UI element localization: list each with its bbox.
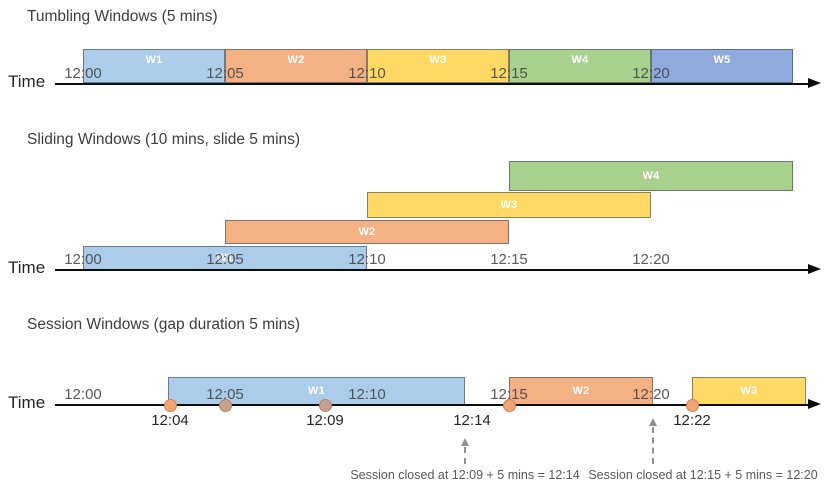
- window-label: W4: [571, 54, 589, 66]
- callout-up-arrow-icon: [648, 418, 657, 426]
- tick-label: 12:05: [206, 65, 244, 82]
- callout-up-arrow-icon: [460, 438, 469, 446]
- window-label: W1: [216, 252, 234, 264]
- time-axis-label: Time: [8, 72, 46, 91]
- window-box-tumbling-w4: W4: [509, 49, 651, 83]
- section-title-tumbling: Tumbling Windows (5 mins): [27, 8, 218, 25]
- event-dot: [502, 398, 516, 412]
- section-title-sliding: Sliding Windows (10 mins, slide 5 mins): [27, 131, 301, 148]
- window-box-tumbling-w5: W5: [651, 49, 793, 83]
- tick-label: 12:10: [348, 65, 386, 82]
- window-box-session-w1: W1: [168, 377, 465, 405]
- event-time-label: 12:14: [453, 412, 491, 429]
- window-box-tumbling-w2: W2: [225, 49, 367, 83]
- callout-dashed-line: [464, 447, 466, 464]
- window-label: W3: [500, 199, 518, 211]
- window-label: W3: [429, 54, 447, 66]
- window-box-tumbling-w3: W3: [367, 49, 509, 83]
- event-dot: [163, 398, 177, 412]
- tick-label: 12:00: [64, 386, 102, 403]
- timeline-axis: [55, 269, 808, 271]
- tick-label: 12:20: [632, 386, 670, 403]
- event-dot: [318, 398, 332, 412]
- window-box-session-w3: W3: [692, 377, 806, 405]
- time-axis-label: Time: [8, 393, 46, 412]
- window-label: W2: [287, 54, 305, 66]
- window-box-tumbling-w1: W1: [83, 49, 225, 83]
- window-box-sliding-w2: W2: [225, 220, 509, 244]
- tick-label: 12:00: [64, 65, 102, 82]
- tick-label: 12:20: [632, 251, 670, 268]
- timeline-arrow-icon: [808, 78, 821, 88]
- window-label: W5: [713, 54, 731, 66]
- timeline-arrow-icon: [808, 399, 821, 409]
- tick-label: 12:15: [490, 386, 528, 403]
- window-box-sliding-w3: W3: [367, 192, 651, 218]
- tick-label: 12:15: [490, 251, 528, 268]
- window-box-sliding-w1: W1: [83, 246, 367, 271]
- tick-label: 12:10: [348, 386, 386, 403]
- timeline-axis: [55, 404, 808, 406]
- event-time-label: 12:04: [151, 412, 189, 429]
- session-closed-note: Session closed at 12:15 + 5 mins = 12:20: [588, 468, 818, 482]
- window-box-session-w2: W2: [509, 377, 653, 405]
- event-dot: [685, 398, 699, 412]
- tick-label: 12:15: [490, 65, 528, 82]
- window-label: W1: [145, 54, 163, 66]
- tick-label: 12:05: [206, 251, 244, 268]
- window-label: W2: [358, 226, 376, 238]
- timeline-arrow-icon: [808, 264, 821, 274]
- tick-label: 12:20: [632, 65, 670, 82]
- callout-dashed-line: [652, 427, 654, 464]
- event-dot: [218, 398, 232, 412]
- tick-label: 12:05: [206, 386, 244, 403]
- event-time-label: 12:22: [673, 412, 711, 429]
- tick-label: 12:00: [64, 251, 102, 268]
- time-axis-label: Time: [8, 258, 46, 277]
- window-label: W4: [642, 170, 660, 182]
- window-box-sliding-w4: W4: [509, 161, 793, 191]
- window-label: W3: [740, 385, 758, 397]
- tick-label: 12:10: [348, 251, 386, 268]
- session-closed-note: Session closed at 12:09 + 5 mins = 12:14: [350, 468, 580, 482]
- section-title-session: Session Windows (gap duration 5 mins): [27, 316, 301, 333]
- window-label: W2: [572, 385, 590, 397]
- event-time-label: 12:09: [306, 412, 344, 429]
- timeline-axis: [55, 83, 808, 85]
- window-label: W1: [307, 385, 326, 397]
